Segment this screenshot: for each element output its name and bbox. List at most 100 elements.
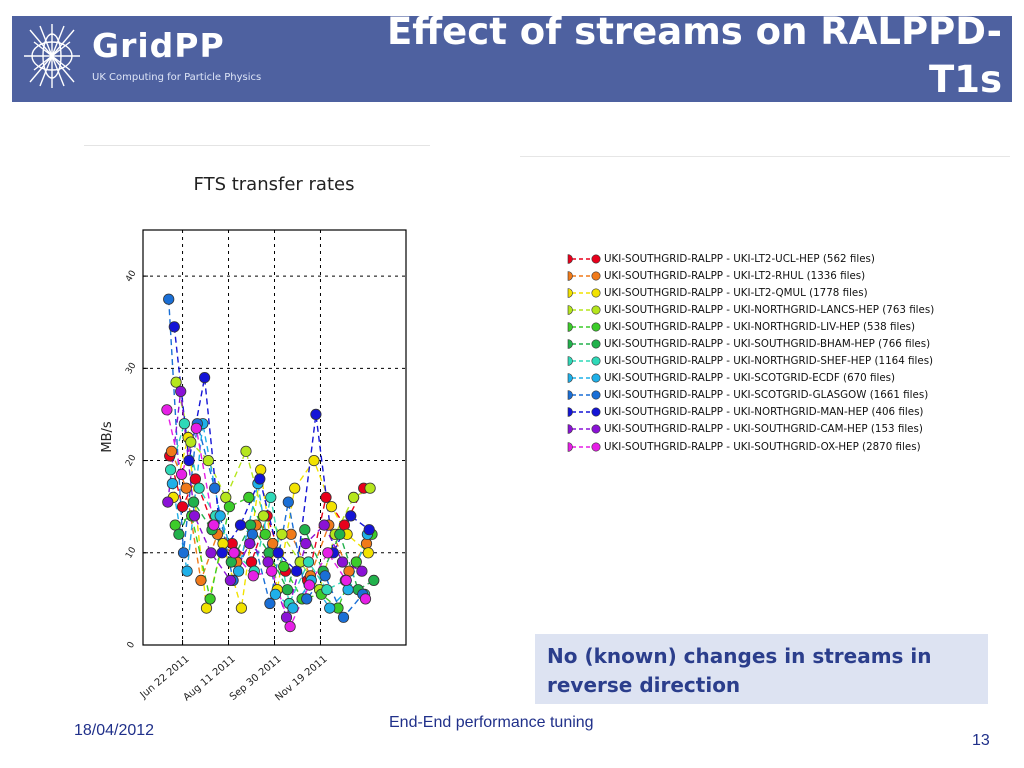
data-point — [360, 537, 373, 550]
data-point — [278, 560, 290, 573]
data-point — [347, 491, 360, 503]
legend-swatch — [567, 441, 601, 452]
data-point — [338, 519, 350, 531]
y-tick-label: 20 — [124, 453, 139, 468]
gridpp-logo: GridPP UK Computing for Particle Physics — [20, 20, 360, 92]
data-point — [257, 510, 270, 522]
data-point — [161, 404, 173, 416]
legend-label: UKI-SOUTHGRID-RALPP - UKI-NORTHGRID-SHEF… — [604, 355, 934, 368]
logo-name: GridPP — [92, 26, 225, 65]
data-point — [359, 593, 372, 605]
data-point — [325, 501, 338, 513]
data-point — [289, 482, 301, 494]
legend-swatch — [567, 305, 601, 315]
data-point — [216, 547, 228, 559]
globe-icon — [24, 24, 80, 88]
data-point — [281, 584, 293, 596]
data-point — [165, 445, 178, 457]
legend-item: UKI-SOUTHGRID-RALPP - UKI-SOUTHGRID-CAM-… — [564, 421, 1004, 438]
data-point — [181, 565, 193, 577]
data-point — [302, 556, 315, 568]
data-point — [223, 501, 235, 513]
data-point — [282, 496, 294, 508]
data-point — [205, 547, 217, 559]
data-point — [363, 524, 375, 536]
data-point — [310, 408, 322, 420]
legend-swatch — [567, 270, 601, 281]
data-point — [284, 620, 296, 633]
data-point — [368, 574, 380, 586]
data-point — [272, 547, 284, 559]
data-point — [280, 611, 293, 623]
data-point — [170, 376, 182, 388]
data-point — [299, 524, 311, 536]
legend-swatch — [567, 322, 601, 332]
data-point — [334, 528, 346, 540]
data-point — [204, 593, 216, 605]
legend-label: UKI-SOUTHGRID-RALPP - UKI-SCOTGRID-GLASG… — [604, 389, 929, 402]
data-point — [175, 385, 187, 397]
data-point — [177, 547, 190, 559]
data-point — [266, 565, 278, 577]
data-point — [320, 491, 332, 503]
data-point — [321, 584, 333, 596]
header-bar — [12, 16, 1012, 102]
data-point — [269, 588, 281, 600]
legend-label: UKI-SOUTHGRID-RALPP - UKI-SOUTHGRID-BHAM… — [604, 338, 931, 351]
data-point — [324, 602, 336, 614]
data-point — [291, 565, 303, 577]
legend-swatch — [567, 390, 601, 401]
data-point — [362, 547, 374, 559]
legend-label: UKI-SOUTHGRID-RALPP - UKI-LT2-UCL-HEP (5… — [604, 252, 875, 265]
data-point — [220, 491, 232, 503]
data-point — [166, 477, 179, 490]
legend-label: UKI-SOUTHGRID-RALPP - UKI-LT2-RHUL (1336… — [604, 269, 866, 282]
chart-frame — [84, 145, 430, 706]
legend-swatch — [567, 356, 601, 366]
legend-label: UKI-SOUTHGRID-RALPP - UKI-NORTHGRID-LANC… — [604, 303, 935, 316]
footer-date: 18/04/2012 — [74, 722, 155, 739]
data-point — [190, 422, 202, 434]
data-point — [178, 418, 191, 430]
data-point — [245, 556, 258, 568]
data-point — [247, 570, 259, 582]
data-point — [265, 491, 277, 503]
data-point — [202, 454, 214, 467]
legend-item: UKI-SOUTHGRID-RALPP - UKI-SCOTGRID-ECDF … — [564, 370, 1004, 387]
data-point — [233, 565, 245, 577]
data-point — [300, 537, 312, 550]
data-point — [180, 482, 192, 494]
y-tick-label: 40 — [124, 269, 139, 284]
data-point — [350, 556, 362, 568]
data-point — [214, 510, 226, 522]
legend-swatch — [567, 287, 601, 298]
y-tick-label: 0 — [126, 640, 138, 650]
note-box: No (known) changes in streams in reverse… — [535, 634, 988, 704]
y-tick-label: 30 — [124, 361, 139, 376]
data-point — [244, 537, 256, 550]
legend-item: UKI-SOUTHGRID-RALPP - UKI-NORTHGRID-LIV-… — [564, 318, 1004, 335]
data-point — [217, 537, 229, 550]
data-point — [188, 496, 200, 508]
data-point — [199, 372, 211, 384]
data-point — [234, 519, 247, 531]
data-point — [209, 482, 221, 494]
data-point — [322, 547, 334, 559]
page-number: 13 — [972, 732, 990, 749]
chart-legend: UKI-SOUTHGRID-RALPP - UKI-LT2-UCL-HEP (5… — [564, 250, 1004, 455]
y-axis-ticks: 0 10 20 30 40 — [124, 269, 148, 650]
data-point — [301, 593, 313, 605]
data-point — [188, 510, 201, 522]
legend-item: UKI-SOUTHGRID-RALPP - UKI-NORTHGRID-SHEF… — [564, 353, 1004, 370]
legend-swatch — [567, 373, 601, 384]
legend-label: UKI-SOUTHGRID-RALPP - UKI-LT2-QMUL (1778… — [604, 286, 868, 299]
legend-label: UKI-SOUTHGRID-RALPP - UKI-NORTHGRID-LIV-… — [604, 320, 916, 333]
series-line — [173, 326, 370, 573]
y-axis-label: MB/s — [100, 421, 115, 453]
data-point — [193, 482, 205, 494]
data-point — [185, 436, 197, 448]
data-point — [259, 528, 271, 540]
fts-transfer-chart: FTS transfer rates 0 10 20 30 40 Jun 22 2011… — [100, 174, 407, 703]
slide-title: Effect of streams on RALPPD-T1s — [386, 10, 1002, 101]
